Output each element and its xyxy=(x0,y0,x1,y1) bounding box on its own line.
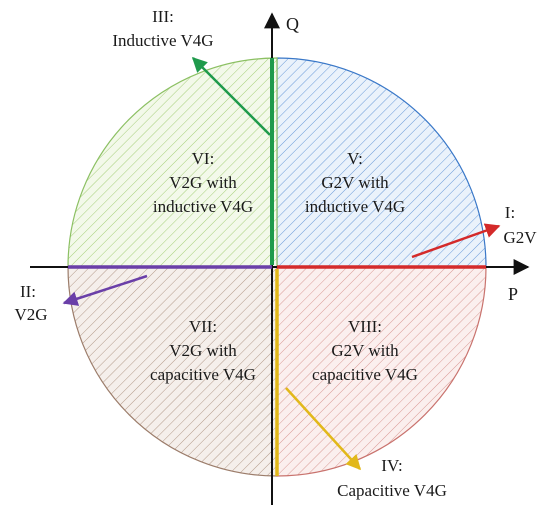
quadrant-vi-sector xyxy=(67,57,278,268)
quadrant-v-label-line1: V: xyxy=(347,149,363,168)
quadrant-viii-label-line2: G2V with xyxy=(331,341,399,360)
mode-i-arrow xyxy=(411,223,501,259)
quadrant-vii-label-line1: VII: xyxy=(189,317,217,336)
mode-iii-arrow xyxy=(191,56,271,136)
mode-i-label-line1: I: xyxy=(505,203,515,222)
mode-ii-arrow xyxy=(62,274,148,306)
mode-iv-label-line2: Capacitive V4G xyxy=(337,481,447,500)
q-axis-label: Q xyxy=(286,14,299,34)
quadrant-vii-label-line3: capacitive V4G xyxy=(150,365,256,384)
quadrant-vi-label-line1: VI: xyxy=(192,149,215,168)
mode-iii-label-line1: III: xyxy=(152,7,174,26)
mode-iii-label-line2: Inductive V4G xyxy=(112,31,213,50)
mode-i-label-line2: G2V xyxy=(503,228,537,247)
quadrant-vi-label-line2: V2G with xyxy=(169,173,237,192)
quadrant-vi-label-line3: inductive V4G xyxy=(153,197,253,216)
mode-ii-label-line2: V2G xyxy=(14,305,47,324)
quadrant-viii-label-line1: VIII: xyxy=(348,317,382,336)
quadrant-v-sector xyxy=(276,57,487,268)
mode-ii-label-line1: II: xyxy=(20,282,36,301)
mode-iv-arrow xyxy=(285,387,362,471)
quadrant-viii-label-line3: capacitive V4G xyxy=(312,365,418,384)
quadrant-v-label-line3: inductive V4G xyxy=(305,197,405,216)
quadrant-v-label-line2: G2V with xyxy=(321,173,389,192)
quadrant-viii-sector xyxy=(276,266,487,477)
mode-iv-label-line1: IV: xyxy=(381,456,402,475)
quadrant-vii-label-line2: V2G with xyxy=(169,341,237,360)
p-axis-label: P xyxy=(508,284,518,304)
